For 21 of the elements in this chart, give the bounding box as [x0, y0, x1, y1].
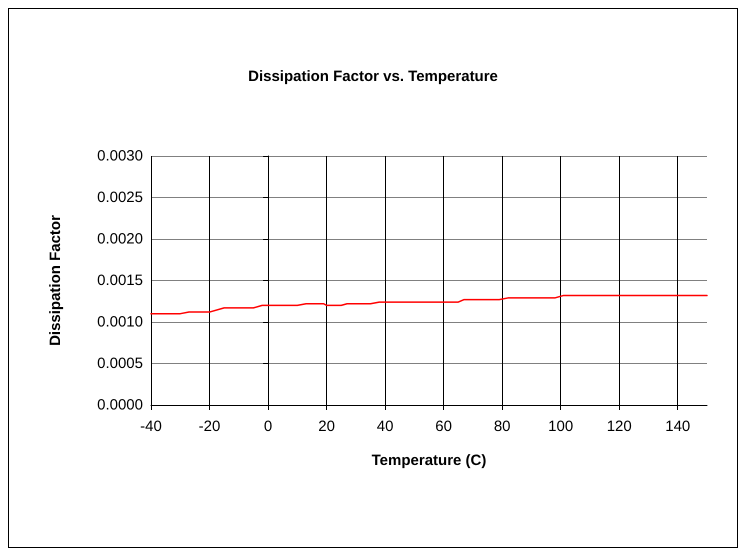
y-tick-label: 0.0010: [97, 314, 143, 330]
x-tick-label: 140: [665, 418, 690, 435]
x-tick-label: 120: [606, 418, 632, 435]
x-tick-label: -40: [140, 418, 162, 435]
x-axis-title: Temperature (C): [372, 452, 486, 469]
x-tick-label: 20: [318, 418, 335, 435]
chart-title: Dissipation Factor vs. Temperature: [248, 68, 498, 85]
x-tick-label: 100: [548, 418, 574, 435]
y-tick-label: 0.0030: [97, 148, 143, 164]
x-tick-label: 40: [376, 418, 394, 435]
x-tick-label: -20: [198, 418, 220, 435]
y-tick-label: 0.0005: [97, 355, 143, 372]
x-tick-label: 0: [264, 418, 272, 435]
y-tick-label: 0.0015: [97, 272, 143, 289]
x-tick-label: 80: [494, 418, 510, 435]
x-tick-label: 60: [435, 418, 452, 435]
y-axis-title: Dissipation Factor: [47, 214, 64, 346]
y-tick-label: 0.0000: [97, 396, 143, 414]
y-tick-label: 0.0025: [97, 189, 143, 206]
y-tick-label: 0.0020: [97, 230, 143, 248]
line-series: [150, 294, 708, 314]
